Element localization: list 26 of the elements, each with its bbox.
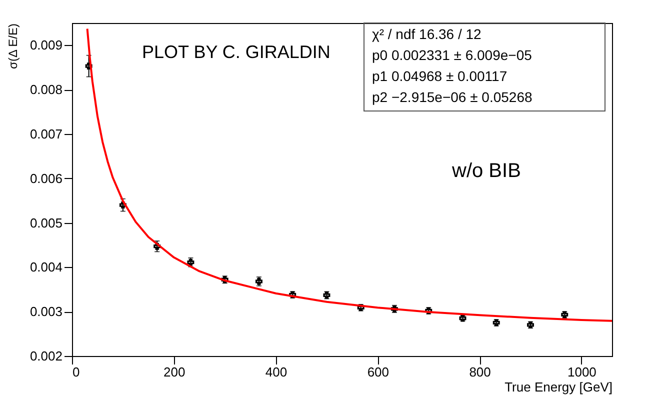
- x-tick-label: 200: [164, 364, 186, 380]
- y-tick-label: 0.007: [30, 126, 62, 142]
- x-tick-label: 800: [469, 364, 491, 380]
- y-tick-label: 0.003: [30, 304, 62, 320]
- annotation: w/o BIB: [451, 160, 521, 182]
- y-tick-label: 0.006: [30, 170, 62, 186]
- line-series: [86, 28, 612, 322]
- point: [85, 62, 92, 70]
- y-tick-label: 0.008: [30, 82, 62, 98]
- annotation: p1 0.04968 ± 0.00117: [372, 68, 508, 84]
- point: [154, 242, 161, 250]
- y-tick-label: 0.002: [30, 348, 62, 364]
- x-tick-label: 1000: [567, 364, 596, 380]
- point: [119, 202, 126, 209]
- annotation: p0 0.002331 ± 6.009e−05: [372, 47, 532, 63]
- x-tick-label: 0: [72, 364, 80, 380]
- annotation: PLOT BY C. GIRALDIN: [142, 42, 330, 62]
- x-tick-label: 600: [367, 364, 390, 380]
- annotation: p2 −2.915e−06 ± 0.05268: [372, 89, 532, 105]
- y-axis-title: σ(Δ E/E): [6, 24, 20, 69]
- y-tick-label: 0.009: [30, 38, 62, 53]
- x-axis-title: True Energy [GeV]: [504, 380, 612, 394]
- y-tick-label: 0.004: [30, 260, 62, 275]
- x-tick-label: 400: [265, 364, 288, 380]
- annotation: χ² / ndf 16.36 / 12: [372, 26, 482, 42]
- y-tick-label: 0.005: [30, 215, 62, 230]
